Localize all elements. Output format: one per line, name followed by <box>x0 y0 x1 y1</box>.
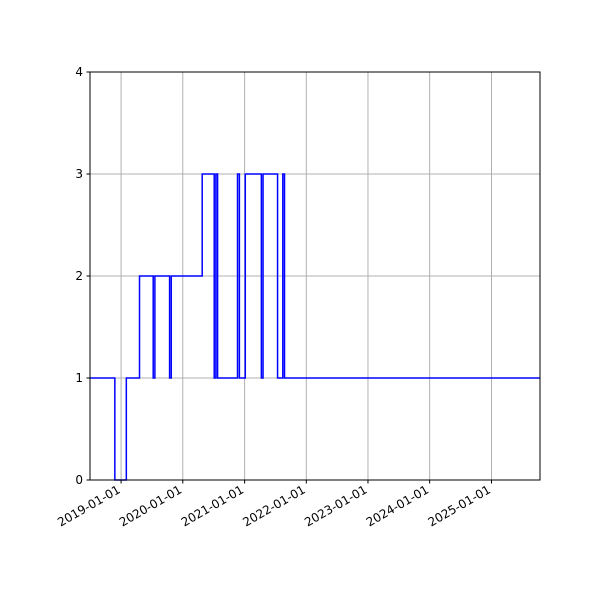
series-layer <box>90 173 540 481</box>
plot-area <box>89 71 541 481</box>
series-line-0 <box>90 173 540 481</box>
y-axis: 0 1 2 3 4 <box>75 65 90 487</box>
y-tick-label: 1 <box>75 371 83 385</box>
y-tick-label: 2 <box>75 269 83 283</box>
y-tick-label: 4 <box>75 65 83 79</box>
y-tick-label: 0 <box>75 473 83 487</box>
y-tick-label: 3 <box>75 167 83 181</box>
